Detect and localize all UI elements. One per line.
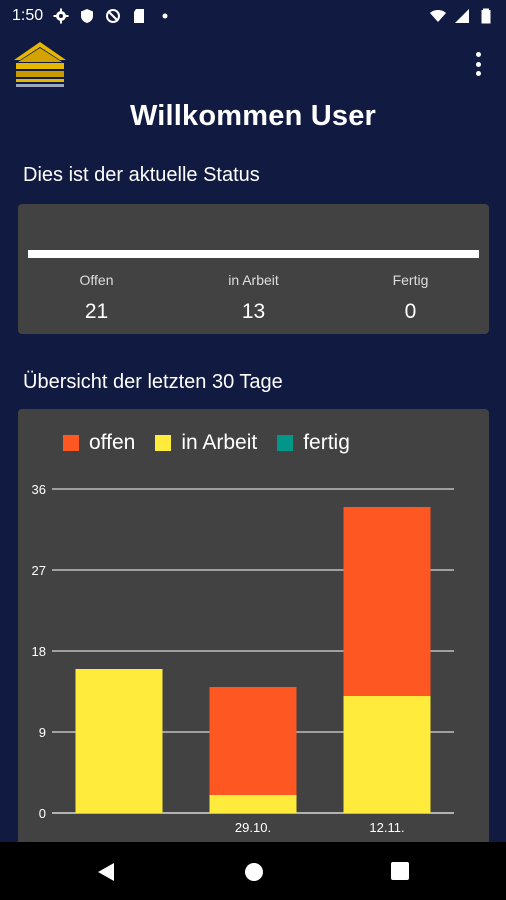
y-tick-label: 18 <box>32 644 46 659</box>
x-tick-label: 29.10. <box>235 820 271 835</box>
bar-in-arbeit <box>209 795 297 813</box>
wifi-icon <box>430 10 446 22</box>
y-tick-label: 36 <box>32 482 46 497</box>
bar-offen <box>343 507 431 696</box>
clock: 1:50 <box>12 7 44 24</box>
legend-swatch <box>277 435 294 451</box>
legend-label: offen <box>89 431 136 454</box>
app-bar <box>0 32 506 92</box>
more-vert-icon[interactable] <box>468 52 488 76</box>
stat-value: 21 <box>84 300 109 323</box>
battery-icon <box>481 8 491 24</box>
chart-legend: offen in Arbeit fertig <box>63 431 350 455</box>
menu-dot <box>475 71 481 76</box>
navigation-bar <box>0 842 506 900</box>
legend-item-fertig[interactable]: fertig <box>277 431 350 455</box>
status-bar-right <box>430 8 494 24</box>
chart-card: offen in Arbeit fertig 0 9 18 27 36 29.10. 12.… <box>18 409 489 849</box>
bar-offen <box>209 687 297 795</box>
no-sync-icon <box>106 9 121 23</box>
legend-label: fertig <box>303 431 350 454</box>
stat-fertig: Fertig 0 <box>332 272 489 324</box>
dot-icon <box>162 13 168 19</box>
stat-value: 0 <box>404 300 417 323</box>
y-tick-label: 9 <box>39 725 46 740</box>
stacked-bar-chart: 0 9 18 27 36 29.10. 12.11. <box>32 482 454 835</box>
page-title: Willkommen User <box>129 100 377 132</box>
overview-section-title: Übersicht der letzten 30 Tage <box>23 371 283 393</box>
menu-dot <box>475 52 481 57</box>
legend-label: in Arbeit <box>181 431 258 454</box>
status-section-title: Dies ist der aktuelle Status <box>23 164 260 186</box>
stat-value: 13 <box>241 300 266 323</box>
bar-in-arbeit <box>75 669 163 813</box>
legend-swatch <box>155 435 172 451</box>
stat-label: Offen <box>79 272 114 288</box>
shield-icon <box>81 9 94 23</box>
y-tick-label: 0 <box>39 806 46 821</box>
signal-icon <box>455 9 469 23</box>
x-tick-label: 12.11. <box>369 820 404 835</box>
sd-card-icon <box>134 9 145 23</box>
y-tick-label: 27 <box>32 563 46 578</box>
back-icon[interactable] <box>96 862 116 882</box>
legend-swatch <box>63 435 79 451</box>
stat-label: in Arbeit <box>228 272 279 288</box>
legend-item-offen[interactable]: offen <box>63 431 135 455</box>
home-icon[interactable] <box>244 862 264 882</box>
status-progress-bar <box>28 250 479 258</box>
status-card: Offen 21 in Arbeit 13 Fertig 0 <box>18 204 489 334</box>
bar-in-arbeit <box>343 696 431 813</box>
legend-item-in-arbeit[interactable]: in Arbeit <box>155 431 257 455</box>
status-bar-left: 1:50 <box>12 7 173 25</box>
stone-block-logo[interactable] <box>12 38 68 90</box>
menu-dot <box>475 61 481 67</box>
stat-in-arbeit: in Arbeit 13 <box>175 272 332 324</box>
stat-offen: Offen 21 <box>18 272 175 324</box>
status-stats: Offen 21 in Arbeit 13 Fertig 0 <box>18 272 489 324</box>
recents-icon[interactable] <box>391 862 409 880</box>
status-bar: 1:50 <box>0 0 506 32</box>
stat-label: Fertig <box>392 272 429 288</box>
gear-icon <box>53 8 69 24</box>
